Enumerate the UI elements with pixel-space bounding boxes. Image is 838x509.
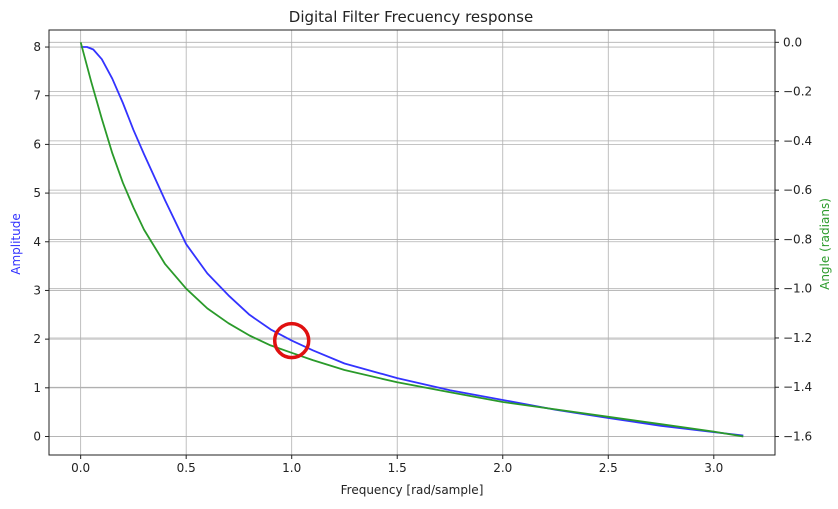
- x-axis-ticks: 0.0 0.5 1.0 1.5 2.0 2.5 3.0: [71, 455, 723, 475]
- x-tick-label: 1.5: [388, 461, 407, 475]
- left-y-tick-label: 1: [33, 381, 41, 395]
- plot-frame: [48, 29, 776, 456]
- left-y-tick-label: 7: [33, 89, 41, 103]
- left-y-tick-label: 3: [33, 283, 41, 297]
- grid-layer: [49, 30, 775, 455]
- right-y-axis-label: Angle (radians): [818, 198, 832, 290]
- right-y-tick-label: −1.6: [783, 430, 812, 444]
- x-tick-label: 1.0: [282, 461, 301, 475]
- right-y-tick-label: −1.2: [783, 331, 812, 345]
- left-y-tick-label: 6: [33, 137, 41, 151]
- left-y-axis-label: Amplitude: [9, 213, 23, 275]
- x-tick-label: 2.5: [599, 461, 618, 475]
- left-y-tick-label: 4: [33, 235, 41, 249]
- left-y-tick-label: 2: [33, 332, 41, 346]
- right-y-tick-label: 0.0: [783, 35, 802, 49]
- chart-title: Digital Filter Frecuency response: [289, 8, 533, 26]
- left-y-tick-label: 5: [33, 186, 41, 200]
- right-y-tick-label: −1.0: [783, 282, 812, 296]
- highlight-circle: [272, 321, 311, 360]
- series-layer: [79, 42, 744, 438]
- x-tick-label: 0.5: [177, 461, 196, 475]
- x-tick-label: 3.0: [704, 461, 723, 475]
- x-tick-label: 0.0: [71, 461, 90, 475]
- right-y-tick-label: −1.4: [783, 380, 812, 394]
- amplitude-line: [80, 46, 744, 437]
- right-y-tick-label: −0.2: [783, 85, 812, 99]
- annotation-layer: [272, 321, 311, 360]
- x-tick-label: 2.0: [493, 461, 512, 475]
- right-y-tick-label: −0.6: [783, 183, 812, 197]
- right-y-tick-label: −0.4: [783, 134, 812, 148]
- angle-line: [79, 42, 744, 438]
- left-y-axis-ticks: 0 1 2 3 4 5 6 7 8: [33, 40, 49, 444]
- left-y-tick-label: 0: [33, 430, 41, 444]
- right-y-tick-label: −0.8: [783, 232, 812, 246]
- x-axis-label: Frequency [rad/sample]: [341, 483, 484, 497]
- left-y-tick-label: 8: [33, 40, 41, 54]
- right-y-axis-ticks: 0.0 −0.2 −0.4 −0.6 −0.8 −1.0 −1.2 −1.4 −1.6: [775, 35, 812, 444]
